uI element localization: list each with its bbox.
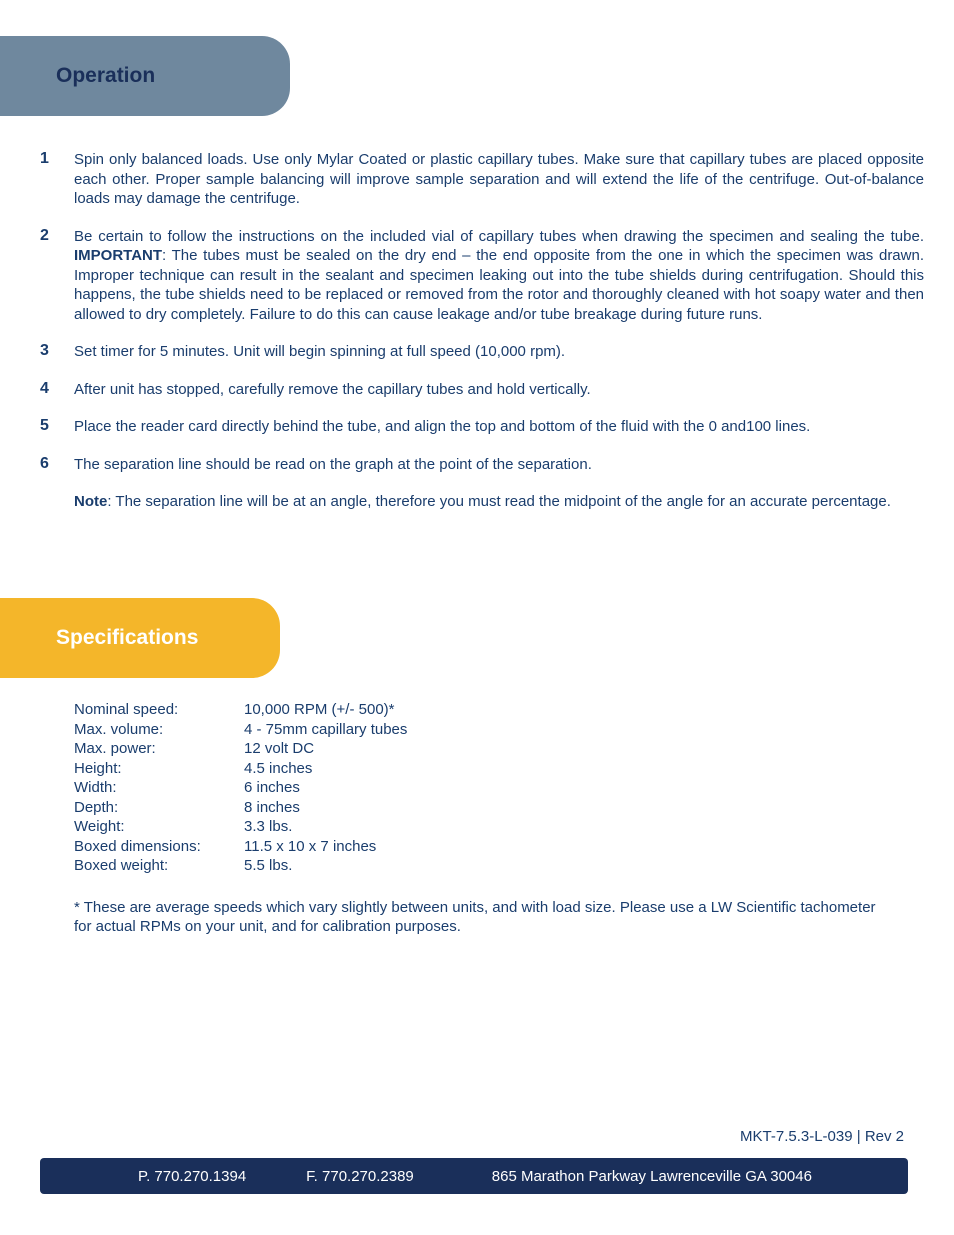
operation-list: 1 Spin only balanced loads. Use only Myl…: [40, 150, 924, 530]
operation-step: 5 Place the reader card directly behind …: [40, 417, 924, 437]
spec-value: 3.3 lbs.: [244, 817, 292, 837]
spec-label: Boxed weight:: [74, 856, 244, 876]
operation-step: 1 Spin only balanced loads. Use only Myl…: [40, 150, 924, 209]
spec-row: Width:6 inches: [74, 778, 914, 798]
step-number: 4: [40, 380, 74, 400]
step-number: 6: [40, 455, 74, 475]
spec-row: Height:4.5 inches: [74, 759, 914, 779]
footer-phone: P. 770.270.1394: [138, 1168, 246, 1185]
footer-address: 865 Marathon Parkway Lawrenceville GA 30…: [492, 1168, 812, 1185]
spec-row: Weight:3.3 lbs.: [74, 817, 914, 837]
footer-fax: F. 770.270.2389: [306, 1168, 414, 1185]
spec-label: Boxed dimensions:: [74, 837, 244, 857]
spec-value: 6 inches: [244, 778, 300, 798]
section-tab-specifications: Specifications: [0, 598, 280, 678]
spec-value: 10,000 RPM (+/- 500)*: [244, 700, 395, 720]
specifications-footnote: * These are average speeds which vary sl…: [74, 898, 894, 937]
spec-label: Max. volume:: [74, 720, 244, 740]
spec-label: Width:: [74, 778, 244, 798]
step-number: 3: [40, 342, 74, 362]
operation-note: Note: The separation line will be at an …: [40, 492, 924, 512]
spec-value: 5.5 lbs.: [244, 856, 292, 876]
document-revision: MKT-7.5.3-L-039 | Rev 2: [740, 1128, 904, 1145]
spec-label: Height:: [74, 759, 244, 779]
step-text: After unit has stopped, carefully remove…: [74, 380, 591, 400]
spec-row: Depth:8 inches: [74, 798, 914, 818]
operation-step: 2 Be certain to follow the instructions …: [40, 227, 924, 325]
operation-step: 3 Set timer for 5 minutes. Unit will beg…: [40, 342, 924, 362]
spec-label: Nominal speed:: [74, 700, 244, 720]
step-text: The separation line should be read on th…: [74, 455, 592, 475]
spec-value: 4 - 75mm capillary tubes: [244, 720, 407, 740]
step-number: 2: [40, 227, 74, 325]
section-title-operation: Operation: [56, 64, 155, 88]
step-number: 1: [40, 150, 74, 209]
spec-label: Depth:: [74, 798, 244, 818]
step-number: 5: [40, 417, 74, 437]
section-title-specifications: Specifications: [56, 626, 198, 650]
spec-row: Boxed dimensions:11.5 x 10 x 7 inches: [74, 837, 914, 857]
operation-step: 4 After unit has stopped, carefully remo…: [40, 380, 924, 400]
spec-value: 8 inches: [244, 798, 300, 818]
spec-row: Max. volume:4 - 75mm capillary tubes: [74, 720, 914, 740]
step-text: Spin only balanced loads. Use only Mylar…: [74, 150, 924, 209]
step-text: Place the reader card directly behind th…: [74, 417, 810, 437]
spec-label: Weight:: [74, 817, 244, 837]
step-text: Set timer for 5 minutes. Unit will begin…: [74, 342, 565, 362]
section-tab-operation: Operation: [0, 36, 290, 116]
operation-step: 6 The separation line should be read on …: [40, 455, 924, 475]
footer-bar: P. 770.270.1394 F. 770.270.2389 865 Mara…: [40, 1158, 908, 1194]
spec-value: 11.5 x 10 x 7 inches: [244, 837, 376, 857]
spec-row: Max. power:12 volt DC: [74, 739, 914, 759]
note-label: Note: [74, 493, 107, 510]
step-text: Be certain to follow the instructions on…: [74, 227, 924, 325]
spec-label: Max. power:: [74, 739, 244, 759]
spec-value: 12 volt DC: [244, 739, 314, 759]
specifications-block: Nominal speed:10,000 RPM (+/- 500)* Max.…: [74, 700, 914, 937]
important-label: IMPORTANT: [74, 247, 162, 264]
spec-row: Boxed weight:5.5 lbs.: [74, 856, 914, 876]
spec-row: Nominal speed:10,000 RPM (+/- 500)*: [74, 700, 914, 720]
note-text: Note: The separation line will be at an …: [74, 492, 891, 512]
spec-value: 4.5 inches: [244, 759, 312, 779]
